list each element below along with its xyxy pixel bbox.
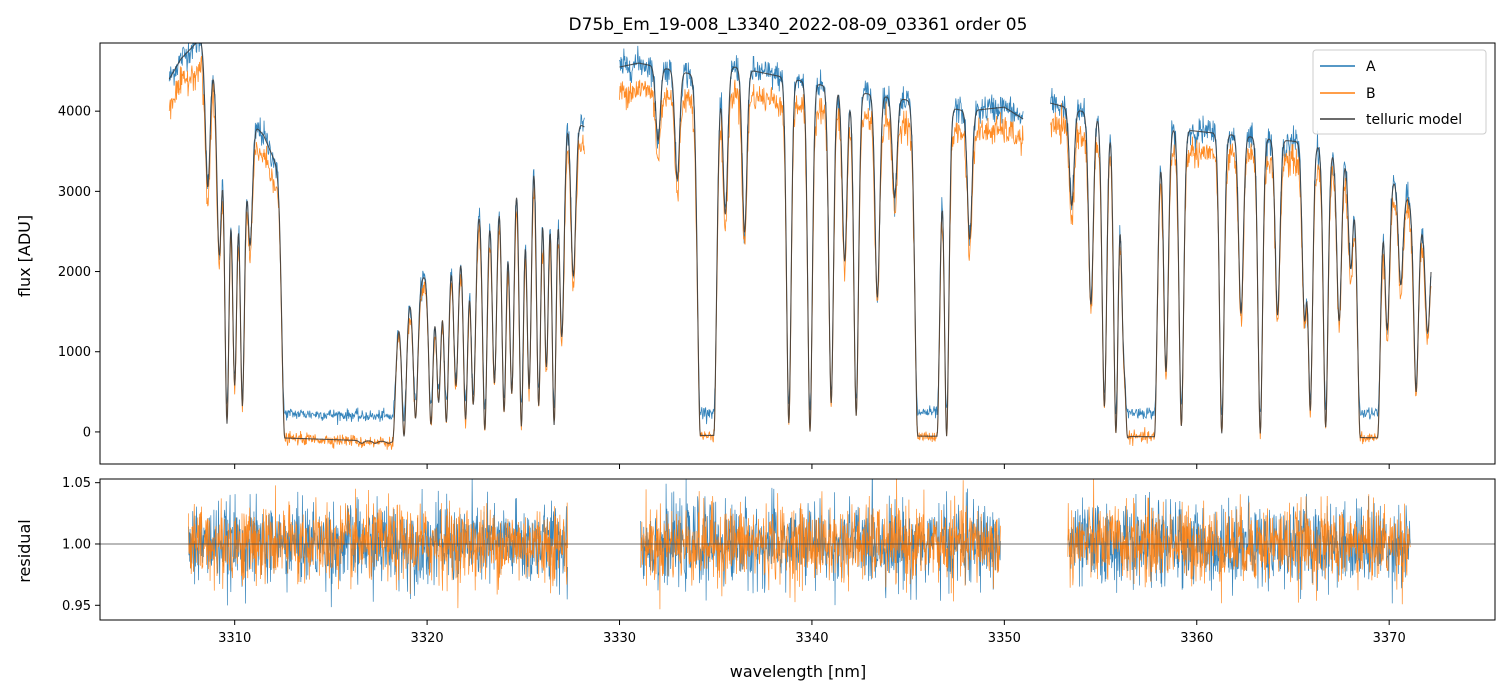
residual-xtick-label: 3330 <box>603 631 636 646</box>
legend-label-model: telluric model <box>1366 112 1462 128</box>
flux-ytick-label: 1000 <box>58 345 91 360</box>
flux-series-a-segment-1 <box>168 43 585 426</box>
figure-title: D75b_Em_19-008_L3340_2022-08-09_03361 or… <box>569 15 1028 35</box>
flux-series-telluric-model-segment-2 <box>619 62 1024 437</box>
flux-panel: 0 1000 2000 3000 4000 flux [ADU] A B telluri… <box>15 42 1496 469</box>
residual-xtick-label: 3360 <box>1180 631 1213 646</box>
residual-ytick-label: 1.00 <box>62 537 91 552</box>
flux-ytick-label: 2000 <box>58 265 91 280</box>
residual-series-a-segment-2 <box>640 479 1001 606</box>
flux-series-b-segment-3 <box>1050 103 1432 446</box>
flux-axes-frame <box>99 42 1496 465</box>
residual-xtick-label: 3350 <box>988 631 1021 646</box>
flux-ytick-label: 3000 <box>58 185 91 200</box>
residual-xtick-label: 3310 <box>218 631 251 646</box>
flux-ytick-label: 4000 <box>58 105 91 120</box>
residual-ylabel: residual <box>15 519 34 582</box>
flux-ylabel: flux [ADU] <box>15 215 34 297</box>
residual-series-b-segment-1 <box>188 485 568 609</box>
residual-xtick-label: 3340 <box>795 631 828 646</box>
residual-series-b-segment-3 <box>1067 479 1411 605</box>
residual-xtick-label: 3320 <box>411 631 444 646</box>
residual-ytick-label: 0.95 <box>62 599 91 614</box>
flux-ytick-label: 0 <box>83 425 91 440</box>
residual-xtick-label: 3370 <box>1373 631 1406 646</box>
residual-series-b-segment-2 <box>640 479 1001 610</box>
flux-series-telluric-model-segment-3 <box>1050 102 1432 439</box>
residual-axes-frame <box>99 478 1496 621</box>
residual-panel: 0.95 1.00 1.05 3310 3320 3330 3340 3350 3360 337… <box>15 476 1496 681</box>
flux-series-b-segment-2 <box>619 79 1024 443</box>
legend-box <box>1312 49 1487 135</box>
legend-label-b: B <box>1366 86 1376 102</box>
residual-xlabel: wavelength [nm] <box>730 662 867 681</box>
legend: A B telluric model <box>1312 49 1487 135</box>
residual-ytick-label: 1.05 <box>62 476 91 491</box>
flux-series-telluric-model-segment-1 <box>168 43 585 444</box>
legend-label-a: A <box>1366 59 1376 75</box>
